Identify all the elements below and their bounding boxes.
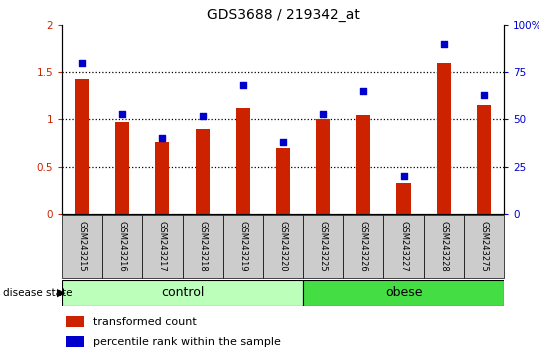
- Bar: [276, 148, 290, 214]
- Point: [359, 88, 368, 94]
- Text: GSM243275: GSM243275: [479, 221, 488, 272]
- Bar: [75, 79, 89, 214]
- Bar: [102, 215, 142, 278]
- Text: GSM243225: GSM243225: [319, 221, 328, 272]
- Bar: [62, 215, 102, 278]
- Text: obese: obese: [385, 286, 422, 299]
- Text: GSM243228: GSM243228: [439, 221, 448, 272]
- Point: [78, 60, 86, 65]
- Text: control: control: [161, 286, 204, 299]
- Point: [198, 113, 207, 119]
- Bar: [66, 336, 84, 347]
- Bar: [316, 119, 330, 214]
- Point: [399, 173, 408, 179]
- Bar: [66, 316, 84, 327]
- Bar: [62, 280, 303, 306]
- Bar: [356, 115, 370, 214]
- Point: [238, 82, 247, 88]
- Bar: [477, 105, 491, 214]
- Point: [118, 111, 127, 116]
- Bar: [464, 215, 504, 278]
- Bar: [424, 215, 464, 278]
- Text: GSM243218: GSM243218: [198, 221, 207, 272]
- Text: GSM243226: GSM243226: [359, 221, 368, 272]
- Text: GSM243219: GSM243219: [238, 221, 247, 272]
- Text: GSM243220: GSM243220: [279, 221, 287, 272]
- Bar: [155, 142, 169, 214]
- Text: ▶: ▶: [57, 288, 65, 298]
- Text: GSM243217: GSM243217: [158, 221, 167, 272]
- Bar: [196, 129, 210, 214]
- Point: [158, 136, 167, 141]
- Point: [439, 41, 448, 46]
- Bar: [383, 215, 424, 278]
- Text: GSM243215: GSM243215: [78, 221, 87, 272]
- Bar: [437, 63, 451, 214]
- Text: percentile rank within the sample: percentile rank within the sample: [93, 337, 281, 347]
- Bar: [115, 122, 129, 214]
- Text: disease state: disease state: [3, 288, 72, 298]
- Point: [319, 111, 328, 116]
- Title: GDS3688 / 219342_at: GDS3688 / 219342_at: [206, 8, 360, 22]
- Bar: [263, 215, 303, 278]
- Point: [279, 139, 287, 145]
- Bar: [343, 215, 383, 278]
- Text: GSM243216: GSM243216: [118, 221, 127, 272]
- Point: [480, 92, 488, 98]
- Bar: [397, 183, 411, 214]
- Bar: [236, 108, 250, 214]
- Text: GSM243227: GSM243227: [399, 221, 408, 272]
- Bar: [183, 215, 223, 278]
- Bar: [303, 215, 343, 278]
- Bar: [303, 280, 504, 306]
- Bar: [223, 215, 263, 278]
- Bar: [142, 215, 183, 278]
- Text: transformed count: transformed count: [93, 317, 197, 327]
